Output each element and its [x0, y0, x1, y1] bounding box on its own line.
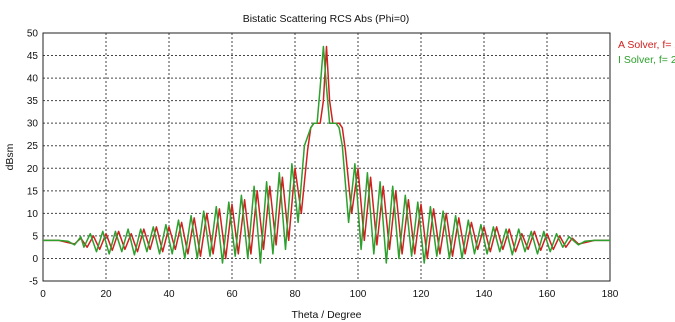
- legend: A Solver, f= 2 I Solver, f= 2: [618, 39, 675, 66]
- x-tick-label: 40: [163, 289, 175, 300]
- y-tick-label: 50: [27, 29, 39, 40]
- y-axis-label: dBsm: [4, 143, 16, 170]
- y-tick-label: 40: [27, 74, 39, 85]
- series-layer: [43, 45, 610, 264]
- x-tick-label: 180: [602, 289, 619, 300]
- x-tick-label: 140: [476, 289, 493, 300]
- y-tick-label: 15: [27, 186, 39, 197]
- chart-title: Bistatic Scattering RCS Abs (Phi=0): [243, 13, 410, 25]
- series-line-1: [43, 45, 610, 260]
- x-tick-label: 0: [40, 289, 46, 300]
- plot-area: [42, 32, 611, 282]
- x-tick-label: 160: [539, 289, 556, 300]
- y-tick-label: 45: [27, 51, 39, 62]
- grid: [43, 33, 610, 281]
- y-tick-label: -5: [29, 277, 38, 288]
- y-tick-label: 25: [27, 141, 39, 152]
- legend-entry-2: I Solver, f= 2: [618, 54, 675, 66]
- y-tick-label: 0: [32, 254, 38, 265]
- x-axis-label: Theta / Degree: [291, 309, 361, 321]
- y-tick-label: 30: [27, 119, 39, 130]
- x-tick-label: 20: [100, 289, 112, 300]
- tick-labels: 0 20 40 60 80 100 120 140 160 180-505101520253035…: [27, 29, 619, 301]
- y-tick-label: 10: [27, 209, 39, 220]
- y-tick-label: 20: [27, 164, 39, 175]
- y-tick-label: 35: [27, 96, 39, 107]
- x-tick-label: 60: [226, 289, 238, 300]
- x-tick-label: 100: [350, 289, 367, 300]
- x-tick-label: 80: [289, 289, 301, 300]
- series-line-2: [43, 45, 610, 264]
- legend-entry-1: A Solver, f= 2: [618, 39, 675, 51]
- y-tick-label: 5: [32, 231, 38, 242]
- x-tick-label: 120: [413, 289, 430, 300]
